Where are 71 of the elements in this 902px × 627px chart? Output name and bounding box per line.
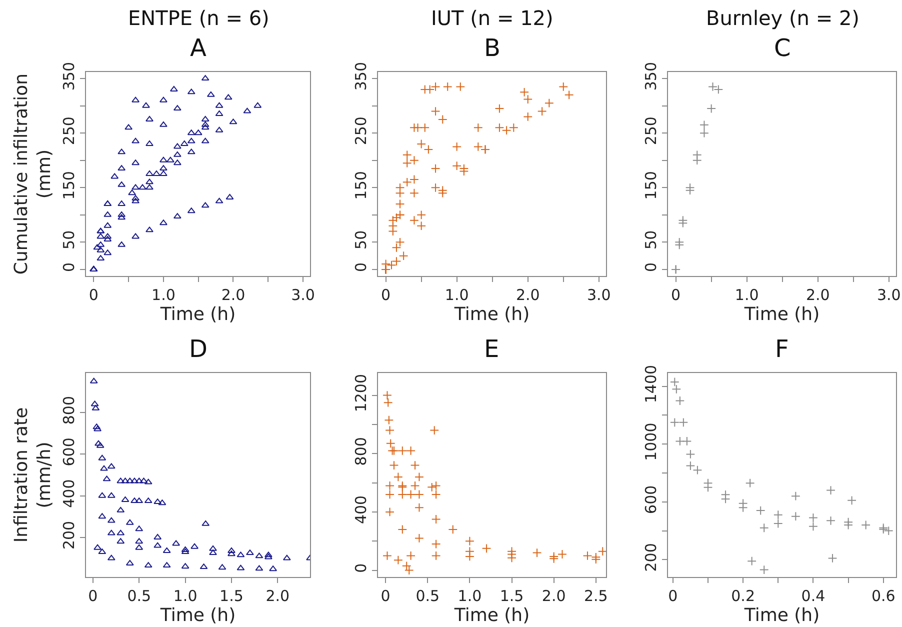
x-tick-label: 0 xyxy=(671,286,681,304)
x-tick-label: 1.0 xyxy=(173,587,198,605)
x-axis-title: Time (h) xyxy=(453,605,530,626)
x-tick-label: 2.0 xyxy=(542,587,566,605)
y-tick-label: 1000 xyxy=(642,422,660,461)
x-tick-label: 0.5 xyxy=(127,587,152,605)
chart-subtitle: ENTPE (n = 6) xyxy=(128,6,270,30)
y-tick-label: 400 xyxy=(60,479,78,508)
x-axis-title: Time (h) xyxy=(159,605,236,626)
x-tick-label: 2.5 xyxy=(584,587,608,605)
x-tick-label: 0 xyxy=(668,587,678,605)
y-tick-label: 250 xyxy=(352,116,370,146)
chart-title: F xyxy=(775,335,789,363)
y-tick-label: 150 xyxy=(60,171,78,200)
x-tick-label: 1.5 xyxy=(220,587,244,605)
y-tick-label: 200 xyxy=(60,520,78,550)
y-tick-label: 250 xyxy=(60,116,78,146)
x-tick-label: 0.5 xyxy=(416,587,440,605)
x-tick-label: 0 xyxy=(88,286,98,304)
x-axis-title: Time (h) xyxy=(743,605,820,626)
x-tick-label: 0 xyxy=(88,587,98,605)
y-tick-label: 800 xyxy=(352,437,370,466)
chart-subtitle: Burnley (n = 2) xyxy=(706,6,860,30)
y-tick-label: 50 xyxy=(352,230,370,250)
y-tick-label: 200 xyxy=(642,543,660,572)
chart-title: D xyxy=(189,335,208,363)
x-tick-label: 0.4 xyxy=(801,587,826,605)
x-axis-title: Time (h) xyxy=(453,304,530,325)
y-axis-title: Infiltration rate (mm/h) xyxy=(10,407,56,543)
x-tick-label: 2.0 xyxy=(221,286,246,304)
x-tick-label: 2.0 xyxy=(516,286,540,304)
y-tick-label: 0 xyxy=(352,262,370,272)
x-tick-label: 2.0 xyxy=(806,286,830,304)
y-axis-title: Cumulative infiltration (mm) xyxy=(10,73,56,275)
x-tick-label: 1.0 xyxy=(458,587,482,605)
y-tick-label: 350 xyxy=(352,62,370,91)
x-axis-title: Time (h) xyxy=(159,304,236,325)
y-tick-label: 250 xyxy=(642,116,660,146)
y-tick-label: 1200 xyxy=(352,374,370,412)
chart-title: C xyxy=(774,34,791,62)
y-tick-label: 50 xyxy=(642,230,660,250)
y-tick-label: 350 xyxy=(642,62,660,91)
y-tick-label: 0 xyxy=(352,563,370,573)
x-tick-label: 0 xyxy=(381,286,391,304)
x-tick-label: 3.0 xyxy=(876,286,901,304)
y-tick-label: 400 xyxy=(352,495,370,524)
x-tick-label: 1.0 xyxy=(734,286,759,304)
y-tick-label: 50 xyxy=(60,230,78,250)
x-axis-title: Time (h) xyxy=(743,304,820,325)
y-tick-label: 350 xyxy=(60,62,78,91)
x-tick-label: 3.0 xyxy=(586,286,611,304)
x-tick-label: 3.0 xyxy=(291,286,315,304)
x-tick-label: 1.0 xyxy=(152,286,176,304)
x-tick-label: 0.6 xyxy=(871,587,896,605)
x-tick-label: 1.5 xyxy=(500,587,524,605)
chart-title: B xyxy=(484,34,500,62)
y-tick-label: 600 xyxy=(642,485,660,514)
y-tick-label: 0 xyxy=(642,262,660,272)
chart-subtitle: IUT (n = 12) xyxy=(431,6,554,30)
x-tick-label: 0 xyxy=(380,587,390,605)
y-tick-label: 150 xyxy=(352,171,370,200)
y-tick-label: 600 xyxy=(60,438,78,466)
chart-title: A xyxy=(190,34,207,62)
y-tick-label: 1400 xyxy=(642,364,660,404)
y-tick-label: 800 xyxy=(60,396,78,425)
y-tick-label: 0 xyxy=(60,262,78,272)
chart-title: E xyxy=(484,335,500,363)
x-tick-label: 1.0 xyxy=(444,286,469,304)
x-tick-label: 0.2 xyxy=(731,587,755,605)
y-tick-label: 150 xyxy=(642,171,660,200)
x-tick-label: 2.0 xyxy=(266,587,290,605)
